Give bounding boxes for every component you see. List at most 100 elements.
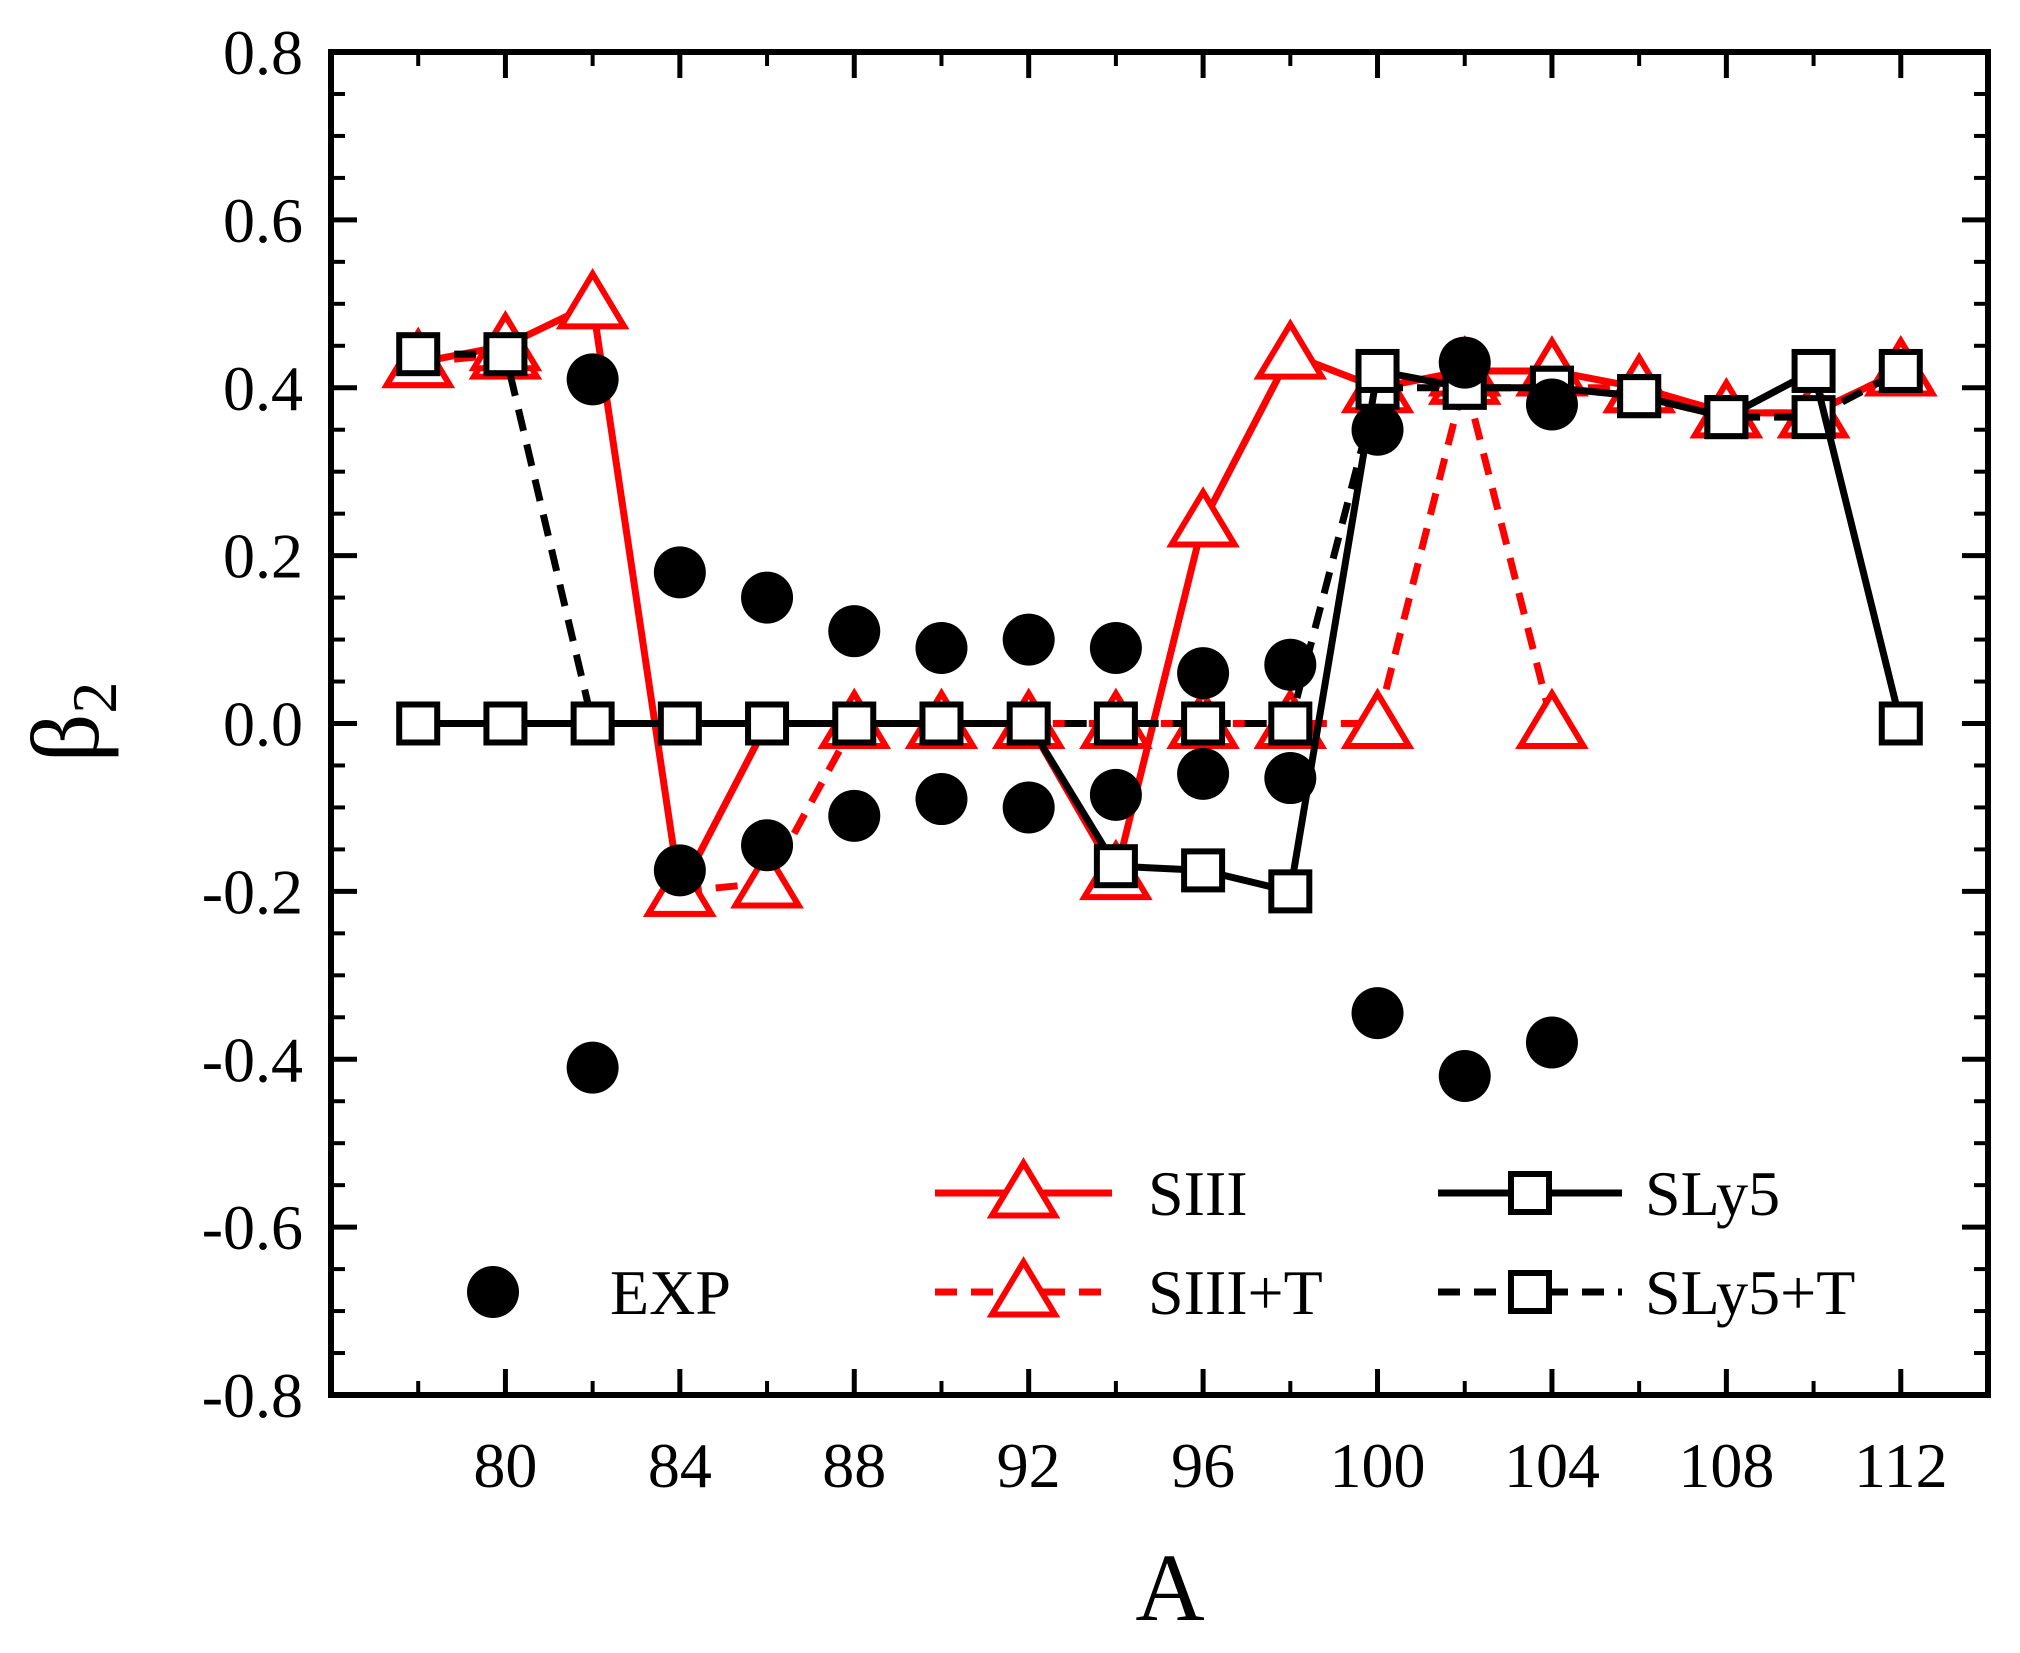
data-point-circle <box>741 571 794 624</box>
y-tick-labels: -0.8 -0.6 -0.4 -0.2 0.0 0.2 0.4 0.6 0.8 <box>202 17 303 1431</box>
legend-marker <box>986 1157 1061 1219</box>
x-tick-label: 104 <box>1504 1430 1600 1501</box>
plot-area-frame <box>328 49 1991 1398</box>
data-point-square <box>1355 348 1400 393</box>
y-tick-label: -0.2 <box>202 856 303 927</box>
data-point-circle <box>1525 378 1578 431</box>
data-point-circle <box>1525 1016 1578 1069</box>
data-point-circle <box>566 1041 619 1094</box>
legend-item-sly5-plus-t: SLy5+T <box>1438 1257 1855 1328</box>
y-tick-label: 0.4 <box>223 353 303 424</box>
y-tick-label: 0.0 <box>223 689 303 760</box>
data-point-circle <box>566 353 619 406</box>
legend-marker <box>467 1266 519 1318</box>
y-axis-title-symbol: β <box>12 714 119 763</box>
data-point-circle <box>741 819 794 872</box>
legend-item-sly5: SLy5 <box>1438 1158 1780 1229</box>
series-line <box>679 375 1556 895</box>
data-point-square <box>1268 701 1313 746</box>
data-point-square <box>657 701 702 746</box>
legend-marker <box>1508 1270 1552 1314</box>
data-point-circle <box>915 621 968 674</box>
series-exp <box>566 336 1578 1103</box>
legend-label: SIII+T <box>1148 1257 1323 1328</box>
data-point-square <box>1878 348 1923 393</box>
data-point-square <box>832 701 877 746</box>
y-tick-label: -0.4 <box>202 1024 303 1095</box>
data-point-circle <box>1177 647 1230 700</box>
data-point-square <box>396 701 441 746</box>
legend: SIII SLy5 EXP SIII+T SLy5+T <box>467 1157 1855 1328</box>
x-tick-label: 108 <box>1678 1430 1774 1501</box>
y-tick-label: -0.6 <box>202 1192 303 1263</box>
data-point-square <box>1093 701 1138 746</box>
data-point-square <box>1878 701 1923 746</box>
data-point-circle <box>1089 768 1142 821</box>
legend-marker <box>986 1256 1061 1318</box>
data-point-square <box>745 701 790 746</box>
y-tick-label: 0.8 <box>223 17 303 88</box>
data-point-square <box>1181 701 1226 746</box>
data-point-circle <box>1264 752 1317 805</box>
data-point-circle <box>1351 987 1404 1040</box>
data-point-triangle <box>1515 687 1589 749</box>
data-point-square <box>1791 395 1836 440</box>
y-tick-label: -0.8 <box>202 1360 303 1431</box>
data-point-square <box>570 701 615 746</box>
data-point-square <box>919 701 964 746</box>
data-point-circle <box>1438 336 1491 389</box>
data-point-circle <box>653 546 706 599</box>
x-tick-label: 80 <box>473 1430 537 1501</box>
data-point-triangle <box>1340 687 1415 749</box>
y-tick-label: 0.6 <box>223 185 303 256</box>
y-axis-title: β2 <box>12 682 130 763</box>
data-point-circle <box>1351 403 1404 456</box>
y-axis-title-subscript: 2 <box>59 682 130 714</box>
y-tick-label: 0.2 <box>223 521 303 592</box>
data-point-circle <box>828 789 881 842</box>
data-point-square <box>396 332 441 377</box>
data-point-triangle <box>555 267 630 330</box>
x-tick-label: 88 <box>822 1430 886 1501</box>
data-point-square <box>1268 869 1313 914</box>
data-point-square <box>483 332 528 377</box>
data-point-circle <box>1002 613 1055 666</box>
data-point-square <box>1006 701 1051 746</box>
data-point-triangle <box>1253 318 1328 380</box>
data-point-circle <box>915 773 968 826</box>
x-tick-label: 112 <box>1854 1430 1948 1501</box>
data-point-square <box>1093 844 1138 889</box>
x-tick-labels: 80 84 88 92 96 100 104 108 112 <box>473 1430 1947 1501</box>
legend-item-siii-plus-t: SIII+T <box>935 1256 1323 1328</box>
x-axis-title: A <box>1135 1534 1204 1641</box>
data-point-circle <box>1264 638 1317 691</box>
legend-label: SLy5 <box>1645 1158 1780 1229</box>
data-point-circle <box>1002 781 1055 834</box>
legend-label: SIII <box>1148 1158 1248 1229</box>
x-tick-label: 84 <box>648 1430 712 1501</box>
data-point-circle <box>1177 747 1230 800</box>
legend-label: SLy5+T <box>1645 1257 1855 1328</box>
x-tick-label: 100 <box>1330 1430 1426 1501</box>
data-point-square <box>1181 848 1226 893</box>
series-layer <box>381 267 1938 1103</box>
data-point-circle <box>828 605 881 658</box>
data-point-circle <box>1438 1050 1491 1103</box>
data-point-triangle <box>1166 486 1240 548</box>
x-tick-label: 96 <box>1171 1430 1235 1501</box>
data-point-square <box>483 701 528 746</box>
legend-marker <box>1508 1171 1552 1215</box>
legend-item-siii: SIII <box>935 1157 1248 1229</box>
legend-label: EXP <box>610 1257 731 1328</box>
data-point-circle <box>1089 621 1142 674</box>
data-point-triangle <box>730 847 804 909</box>
data-point-circle <box>653 844 706 897</box>
series-sly5 <box>396 348 1923 914</box>
svg-text:β2: β2 <box>12 682 130 763</box>
data-point-square <box>1704 395 1749 440</box>
x-tick-label: 92 <box>997 1430 1061 1501</box>
data-point-square <box>1617 374 1662 419</box>
legend-item-exp: EXP <box>467 1257 731 1328</box>
data-point-square <box>1791 348 1836 393</box>
